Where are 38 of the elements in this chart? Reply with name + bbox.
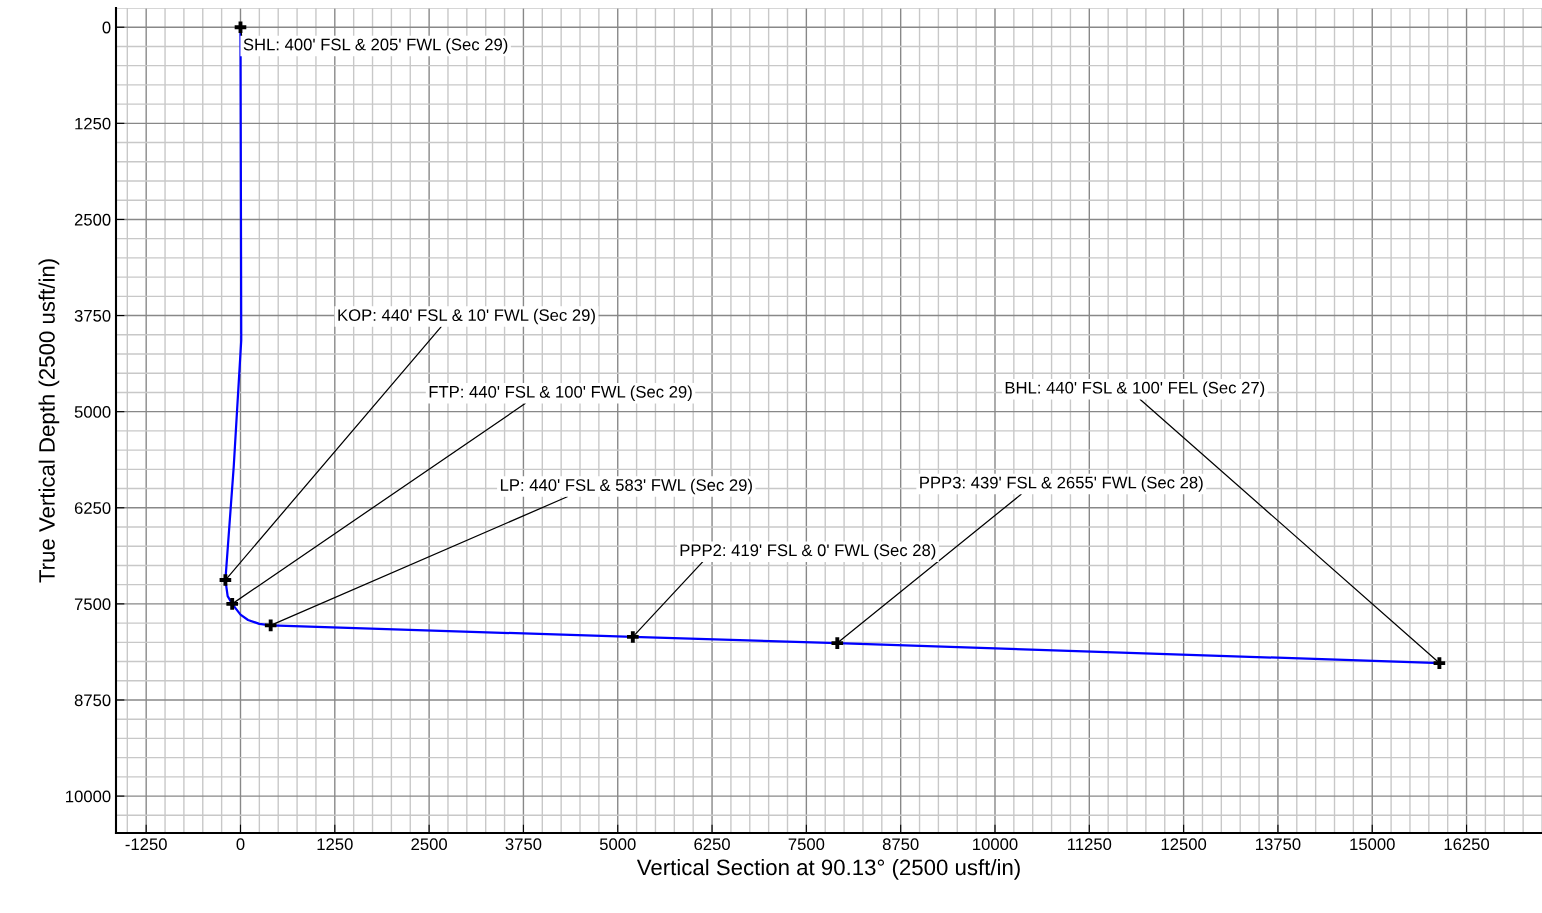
annotation: BHL: 440' FSL & 100' FEL (Sec 27)	[1005, 381, 1265, 397]
y-tick-label: 3750	[74, 309, 111, 322]
x-tick-label: 1250	[317, 838, 353, 851]
x-tick-label: 15000	[1350, 838, 1395, 851]
x-tick-label: 6250	[694, 838, 730, 851]
y-tick-label: 1250	[75, 117, 111, 130]
x-tick-label: 3750	[505, 838, 542, 851]
annotation: LP: 440' FSL & 583' FWL (Sec 29)	[500, 478, 752, 495]
point	[226, 598, 238, 610]
y-tick-label: 6250	[74, 502, 111, 514]
annotation: SHL: 400' FSL & 205' FWL (Sec 29)	[243, 38, 508, 54]
point	[831, 637, 844, 649]
point	[1433, 657, 1446, 669]
annotation: PPP2: 419' FSL & 0' FWL (Sec 28)	[680, 543, 936, 560]
point	[219, 574, 232, 586]
y-tick-label: 5000	[74, 406, 111, 418]
y-tick-label: 7500	[74, 598, 111, 611]
x-tick-label: 0	[236, 838, 245, 851]
y-tick-label: 8750	[74, 694, 111, 707]
y-tick-label: 0	[102, 21, 111, 34]
x-axis-title: Vertical Section at 90.13° (2500 usft/in)	[636, 858, 1020, 880]
x-tick-label: 16250	[1444, 838, 1490, 851]
x-tick-label: 12500	[1161, 838, 1207, 851]
x-tick-label: 2500	[411, 838, 447, 851]
x-tick-label: -1250	[125, 838, 167, 851]
x-tick-label: 8750	[882, 838, 919, 851]
annotation: PPP3: 439' FSL & 2655' FWL (Sec 28)	[920, 476, 1203, 492]
x-tick-label: 13750	[1256, 838, 1301, 851]
point	[627, 631, 639, 643]
y-tick-label: 10000	[66, 790, 111, 803]
annotation: KOP: 440' FSL & 10' FWL (Sec 29)	[338, 308, 595, 325]
y-axis-title: True Vertical Depth (2500 usft/in)	[38, 259, 60, 583]
x-tick-label: 7500	[788, 838, 825, 851]
x-tick-label: 10000	[973, 838, 1018, 851]
x-tick-label: 5000	[599, 838, 636, 851]
y-tick-label: 2500	[74, 213, 111, 226]
annotation: FTP: 440' FSL & 100' FWL (Sec 29)	[429, 385, 692, 402]
x-tick-label: 11250	[1068, 838, 1112, 851]
